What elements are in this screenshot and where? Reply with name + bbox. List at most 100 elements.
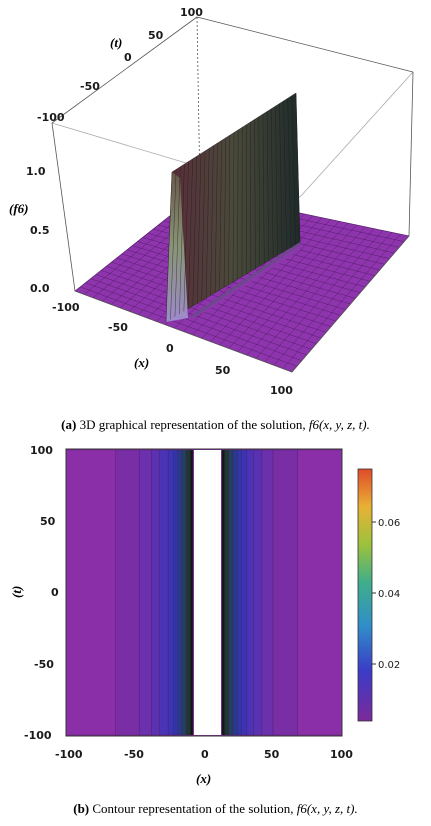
surface-plot: 100 50 0 -50 -100 (t) 1.0 0.5 0.0 (f6) -… — [9, 6, 414, 397]
contour-band — [173, 449, 178, 736]
contour-band — [246, 449, 254, 736]
ridge-mesh-line — [228, 135, 231, 285]
ridge-mesh-line — [192, 156, 197, 307]
ridge-mesh-line — [283, 100, 287, 251]
f-axis-label: (f6) — [9, 201, 29, 216]
cbar-tick-002: 0.02 — [378, 660, 400, 671]
caption-a: (a) 3D graphical representation of the s… — [0, 417, 431, 433]
ridge-mesh-line — [183, 161, 189, 312]
contour-band — [181, 449, 187, 736]
caption-a-math: f6(x, y, z, t). — [308, 417, 370, 432]
ridge-mesh-line — [254, 119, 256, 269]
surface-grid-line — [282, 234, 401, 369]
y-tick-50: 50 — [40, 515, 56, 528]
y-tick-neg100: -100 — [24, 729, 52, 742]
contour-band — [261, 449, 274, 736]
colorbar — [357, 468, 373, 722]
caption-b-text: Contour representation of the solution, — [92, 801, 294, 816]
surface-grid-line — [264, 230, 384, 362]
contour-x-label: (x) — [196, 771, 211, 786]
contour-band — [228, 449, 234, 736]
contour-band — [185, 449, 191, 736]
contour-band — [236, 449, 242, 736]
ridge-mesh-line — [279, 103, 283, 253]
ridge-mesh-line — [223, 137, 226, 288]
ridge-mesh-line — [295, 92, 301, 243]
ridge-mesh-line — [170, 169, 177, 320]
ridge-mesh-line — [237, 129, 239, 280]
x-tick-50: 50 — [215, 364, 231, 377]
contour-band — [241, 449, 247, 736]
cx-tick-100: 100 — [330, 748, 353, 761]
bounding-box-front — [74, 235, 410, 373]
y-tick-100: 100 — [30, 444, 53, 457]
cx-tick-neg100: -100 — [55, 748, 83, 761]
t-axis-ticks: 100 50 0 -50 -100 — [37, 6, 203, 124]
contour-y-ticks: 100 50 0 -50 -100 — [24, 444, 59, 742]
t-axis-label: (t) — [110, 35, 122, 50]
ridge-mesh-line — [210, 145, 214, 296]
ridge-mesh-line — [197, 153, 202, 304]
contour-band — [272, 449, 298, 736]
t-tick-neg50: -50 — [80, 80, 100, 93]
y-tick-0: 0 — [51, 586, 59, 599]
caption-b: (b) Contour representation of the soluti… — [0, 801, 431, 817]
contour-bands — [65, 449, 343, 736]
contour-band — [159, 449, 169, 736]
surface-ridge — [165, 92, 301, 323]
cbar-tick-006: 0.06 — [378, 518, 400, 529]
contour-band — [253, 449, 263, 736]
contour-plot: 100 50 0 -50 -100 (t) -100 -50 0 50 100 … — [9, 444, 400, 786]
ridge-mesh-line — [262, 114, 265, 264]
ridge-mesh-line — [258, 116, 260, 267]
t-tick-0: 0 — [124, 51, 132, 64]
f-axis-ticks: 1.0 0.5 0.0 — [26, 165, 50, 295]
contour-band — [232, 449, 238, 736]
f-tick-1: 1.0 — [26, 165, 46, 178]
ridge-mesh-line — [179, 164, 185, 315]
contour-y-label: (t) — [9, 586, 24, 598]
cx-tick-0: 0 — [201, 748, 209, 761]
cbar-tick-004: 0.04 — [378, 589, 400, 600]
contour-band — [224, 449, 229, 736]
ridge-mesh-line — [287, 98, 292, 248]
caption-b-math: f6(x, y, z, t). — [296, 801, 358, 816]
f-tick-0: 0.0 — [30, 282, 50, 295]
ridge-mesh-line — [201, 150, 206, 301]
contour-band — [138, 449, 152, 736]
y-tick-neg50: -50 — [34, 658, 54, 671]
cx-tick-neg50: -50 — [124, 748, 144, 761]
contour-band — [115, 449, 140, 736]
contour-blank-region — [194, 450, 221, 735]
ridge-mesh-line — [291, 95, 296, 245]
x-tick-100: 100 — [270, 384, 293, 397]
t-tick-50: 50 — [148, 29, 164, 42]
ridge-mesh-line — [271, 108, 274, 259]
ridge-mesh-line — [165, 171, 173, 323]
f-tick-05: 0.5 — [30, 224, 50, 237]
ridge-mesh-line — [232, 132, 235, 283]
ridge-mesh-line — [275, 106, 278, 256]
cx-tick-50: 50 — [264, 748, 280, 761]
x-tick-0: 0 — [166, 342, 174, 355]
t-tick-100: 100 — [180, 6, 203, 19]
ridge-mesh-line — [266, 111, 269, 261]
contour-band — [177, 449, 183, 736]
ridge-mesh-line — [206, 148, 210, 299]
contour-x-ticks: -100 -50 0 50 100 — [55, 748, 353, 761]
contour-band — [151, 449, 160, 736]
ridge-mesh-lines — [165, 92, 301, 323]
contour-band — [297, 449, 343, 736]
ridge-mesh-line — [174, 166, 181, 317]
caption-b-label: (b) — [73, 801, 90, 816]
caption-a-label: (a) — [61, 417, 77, 432]
x-tick-neg100: -100 — [52, 301, 80, 314]
contour-band — [65, 449, 116, 736]
contour-band — [190, 449, 194, 736]
x-axis-ticks: -100 -50 0 50 100 — [52, 301, 293, 397]
contour-band — [221, 449, 225, 736]
caption-a-text: 3D graphical representation of the solut… — [79, 417, 306, 432]
ridge-mesh-line — [188, 158, 193, 309]
colorbar-ticks: 0.06 0.04 0.02 — [372, 518, 400, 671]
t-tick-neg100: -100 — [37, 111, 65, 124]
